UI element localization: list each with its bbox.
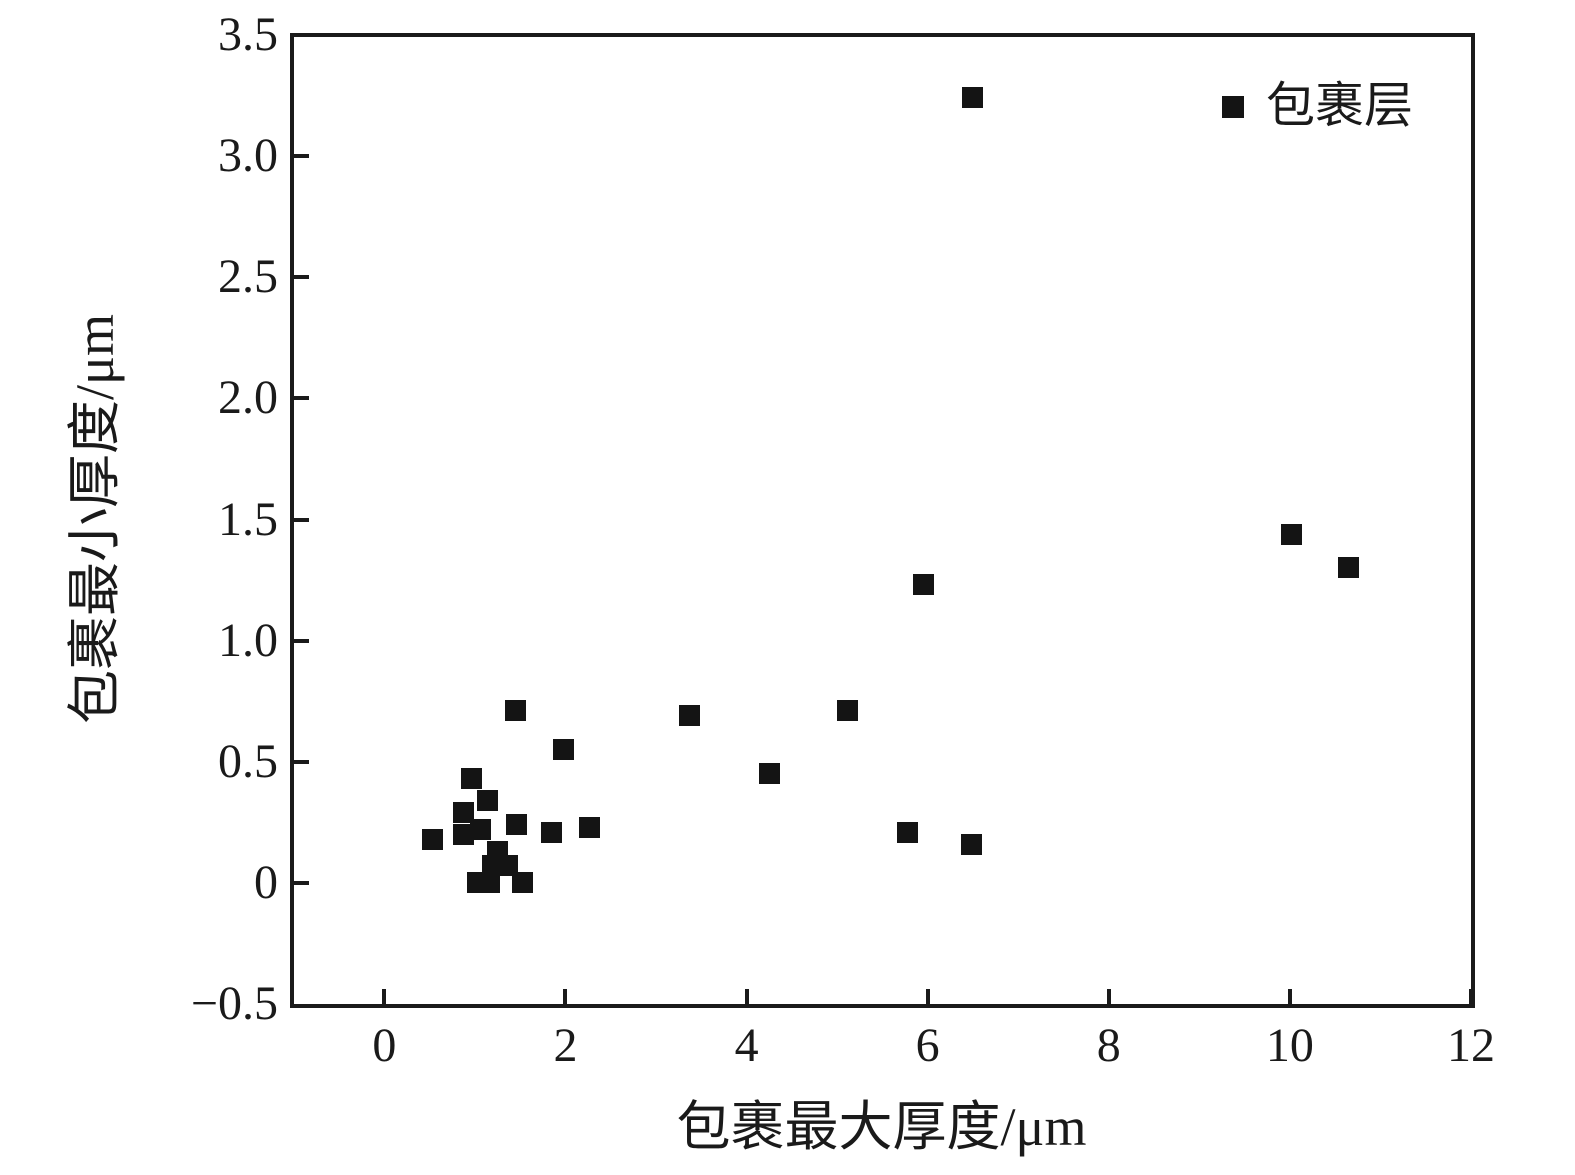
y-tick (294, 275, 309, 280)
y-tick-label: 2.0 (218, 371, 278, 425)
data-point-marker (477, 790, 499, 811)
x-tick (1106, 989, 1111, 1004)
data-point-marker (962, 87, 984, 109)
y-tick (294, 396, 309, 401)
data-point-marker (469, 819, 491, 841)
data-point-marker (506, 814, 528, 836)
y-tick-label: 1.5 (218, 492, 278, 546)
legend: 包裹层 (1222, 78, 1462, 138)
data-point-marker (679, 705, 701, 727)
y-tick-label: 1.0 (218, 613, 278, 667)
x-tick-label: 10 (1265, 1019, 1314, 1072)
x-tick (1287, 989, 1292, 1004)
y-tick-label: 3.5 (218, 8, 278, 61)
y-tick (294, 154, 309, 159)
y-tick-label: 0.5 (218, 734, 278, 788)
data-point-marker (897, 821, 919, 843)
x-tick (563, 989, 568, 1004)
x-tick (1469, 989, 1473, 1004)
data-point-marker (912, 574, 934, 596)
y-tick-label: −0.5 (190, 977, 278, 1030)
data-point-marker (497, 855, 519, 877)
data-point-marker (421, 828, 443, 850)
y-tick (294, 517, 309, 522)
plot-area (290, 33, 1475, 1008)
data-point-marker (460, 768, 482, 790)
x-tick-label: 2 (553, 1019, 578, 1072)
x-tick-label: 6 (915, 1019, 940, 1072)
x-tick-label: 8 (1096, 1019, 1121, 1072)
data-point-marker (541, 821, 563, 843)
data-point-marker (452, 802, 474, 824)
legend-square-marker-icon (1222, 96, 1244, 118)
x-tick-label: 12 (1447, 1019, 1495, 1072)
x-tick (744, 989, 749, 1004)
y-tick-label: 3.0 (218, 129, 278, 183)
y-tick (294, 638, 309, 643)
data-point-marker (478, 872, 500, 894)
x-tick (382, 989, 387, 1004)
data-point-marker (1281, 523, 1303, 545)
data-point-marker (452, 823, 474, 845)
x-tick (925, 989, 930, 1004)
y-tick (294, 759, 309, 764)
data-point-marker (837, 700, 859, 722)
data-point-marker (1338, 557, 1360, 579)
data-point-marker (553, 739, 575, 761)
data-point-marker (758, 763, 780, 785)
legend-label: 包裹层 (1266, 78, 1414, 133)
x-tick-label: 4 (734, 1019, 759, 1072)
x-axis-title: 包裹最大厚度/μm (676, 1097, 1087, 1157)
data-point-marker (505, 700, 527, 722)
data-point-marker (960, 833, 982, 855)
y-tick-label: 0 (254, 855, 278, 909)
y-tick (294, 880, 309, 885)
x-tick-label: 0 (372, 1019, 397, 1072)
data-point-marker (579, 816, 601, 838)
data-point-marker (512, 872, 534, 894)
y-tick-label: 2.5 (218, 250, 278, 304)
